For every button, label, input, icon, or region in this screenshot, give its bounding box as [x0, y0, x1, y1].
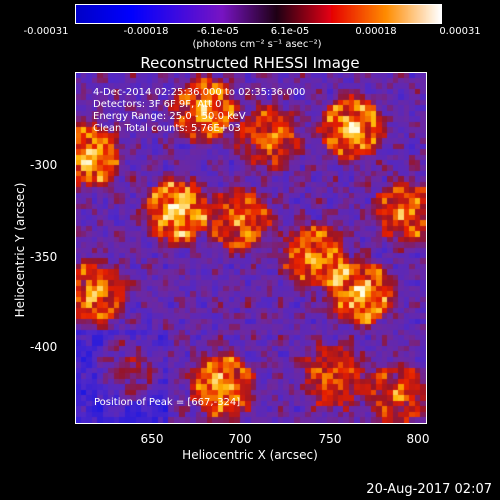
colorbar-tick-0: -0.00031: [23, 26, 69, 37]
colorbar-tick-4: 0.00018: [355, 26, 397, 37]
x-tick-700: 700: [228, 432, 252, 446]
y-tick-minus-350: -350: [30, 250, 58, 264]
peak-position-label: Position of Peak = [667,-324]: [94, 397, 241, 408]
colorbar-unit-label: (photons cm⁻² s⁻¹ asec⁻²): [192, 39, 322, 50]
colorbar-tick-3: 6.1e-05: [270, 26, 310, 37]
footer-timestamp: 20-Aug-2017 02:07: [366, 482, 492, 497]
chart-title: Reconstructed RHESSI Image: [140, 54, 360, 72]
x-tick-750: 750: [318, 432, 342, 446]
annotation-detectors: Detectors: 3F 6F 9F, Att 0: [93, 99, 222, 110]
x-tick-800: 800: [406, 432, 430, 446]
y-axis-label: Heliocentric Y (arcsec): [13, 182, 27, 318]
y-tick-minus-300: -300: [30, 158, 58, 172]
colorbar-tick-2: -6.1e-05: [197, 26, 239, 37]
annotation-time-range: 4-Dec-2014 02:25:36.000 to 02:35:36.000: [93, 87, 306, 98]
colorbar-tick-5: 0.00031: [439, 26, 481, 37]
colorbar-gradient: [76, 5, 441, 23]
colorbar: [75, 4, 442, 24]
heatmap-image: [76, 73, 426, 423]
plot-area: 4-Dec-2014 02:25:36.000 to 02:35:36.000 …: [75, 72, 427, 424]
y-tick-minus-400: -400: [30, 340, 58, 354]
annotation-total-counts: Clean Total counts: 5.76E+03: [93, 123, 241, 134]
x-axis-label: Heliocentric X (arcsec): [182, 448, 318, 462]
annotation-energy-range: Energy Range: 25.0 - 50.0 keV: [93, 111, 246, 122]
colorbar-tick-1: -0.00018: [123, 26, 169, 37]
x-tick-650: 650: [140, 432, 164, 446]
